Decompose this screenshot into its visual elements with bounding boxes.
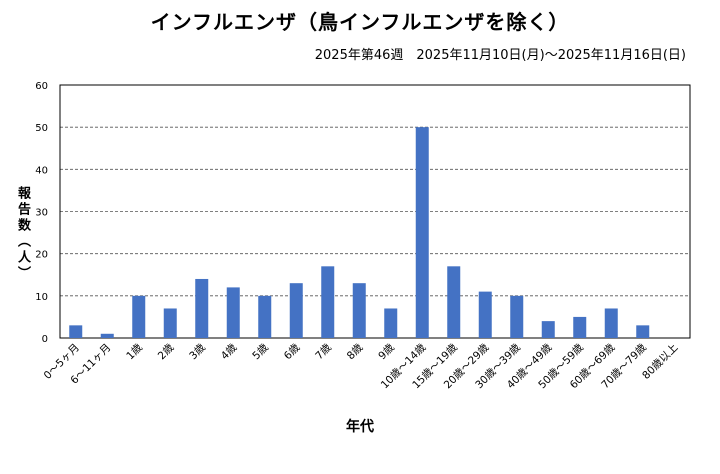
x-tick-label: 3歳 [187, 341, 208, 362]
plot-area-frame [59, 84, 691, 339]
bar [132, 295, 146, 338]
bar [604, 308, 618, 338]
bar [541, 321, 555, 338]
bar [226, 287, 240, 338]
bar [163, 308, 177, 338]
bar [195, 278, 209, 338]
y-tick-label: 60 [35, 81, 48, 92]
x-tick-label: 2歳 [156, 341, 177, 362]
bar [384, 308, 398, 338]
x-tick-label: 1歳 [124, 341, 145, 362]
bar [636, 325, 650, 338]
y-axis-label: 報告数（人） [15, 186, 30, 282]
bar [573, 316, 587, 338]
bar [321, 266, 335, 338]
x-axis-label: 年代 [346, 419, 374, 435]
bar [258, 295, 272, 338]
bar [510, 295, 524, 338]
y-tick-label: 30 [35, 208, 48, 219]
chart-title: インフルエンザ（鳥インフルエンザを除く） [150, 10, 570, 34]
bar [352, 283, 366, 338]
y-tick-label: 50 [35, 123, 48, 134]
x-tick-label: 6歳 [282, 341, 303, 362]
x-tick-label: 4歳 [219, 341, 240, 362]
x-tick-label: 9歳 [376, 341, 397, 362]
chart-subtitle: 2025年第46週 2025年11月10日(月)～2025年11月16日(日) [314, 48, 686, 63]
x-tick-label: 5歳 [250, 341, 271, 362]
bar [478, 291, 492, 338]
y-tick-label: 0 [42, 334, 48, 345]
x-tick-label: 7歳 [313, 341, 334, 362]
x-tick-label: 8歳 [345, 341, 366, 362]
bar [447, 266, 461, 338]
y-tick-label: 10 [35, 292, 48, 303]
y-tick-label: 20 [35, 250, 48, 261]
y-tick-label: 40 [35, 165, 48, 176]
bar [69, 325, 83, 338]
bar [415, 127, 429, 339]
bar [289, 283, 303, 338]
bar [100, 333, 114, 338]
